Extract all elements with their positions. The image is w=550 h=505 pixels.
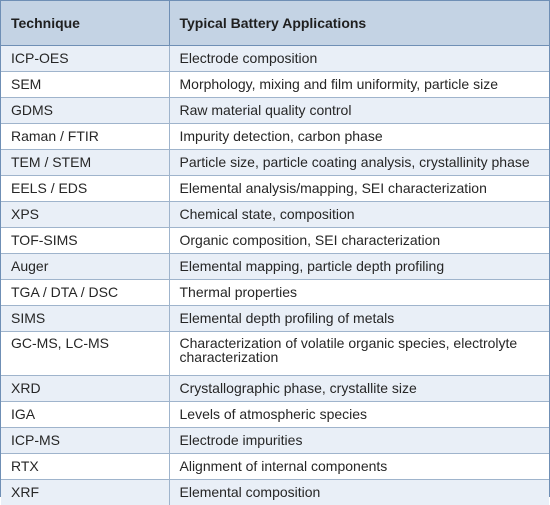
application-cell: Elemental mapping, particle depth profil… bbox=[169, 254, 549, 280]
table-row: SEM Morphology, mixing and film uniformi… bbox=[1, 72, 549, 98]
technique-cell: XRF bbox=[1, 480, 169, 505]
technique-cell: TGA / DTA / DSC bbox=[1, 280, 169, 306]
application-cell: Elemental analysis/mapping, SEI characte… bbox=[169, 176, 549, 202]
application-cell: Electrode impurities bbox=[169, 428, 549, 454]
table-row: XPS Chemical state, composition bbox=[1, 202, 549, 228]
technique-cell: EELS / EDS bbox=[1, 176, 169, 202]
technique-cell: SEM bbox=[1, 72, 169, 98]
technique-cell: GDMS bbox=[1, 98, 169, 124]
application-cell: Levels of atmospheric species bbox=[169, 402, 549, 428]
technique-cell: ICP-OES bbox=[1, 46, 169, 72]
table-row: XRD Crystallographic phase, crystallite … bbox=[1, 376, 549, 402]
technique-cell: ICP-MS bbox=[1, 428, 169, 454]
application-cell: Impurity detection, carbon phase bbox=[169, 124, 549, 150]
application-cell: Characterization of volatile organic spe… bbox=[169, 332, 549, 376]
table-row: TOF-SIMS Organic composition, SEI charac… bbox=[1, 228, 549, 254]
table-row: IGA Levels of atmospheric species bbox=[1, 402, 549, 428]
application-cell: Elemental depth profiling of metals bbox=[169, 306, 549, 332]
technique-cell: IGA bbox=[1, 402, 169, 428]
technique-cell: GC-MS, LC-MS bbox=[1, 332, 169, 376]
table-row: ICP-OES Electrode composition bbox=[1, 46, 549, 72]
technique-cell: Auger bbox=[1, 254, 169, 280]
application-cell: Crystallographic phase, crystallite size bbox=[169, 376, 549, 402]
application-cell: Organic composition, SEI characterizatio… bbox=[169, 228, 549, 254]
technique-cell: Raman / FTIR bbox=[1, 124, 169, 150]
table-header-row: Technique Typical Battery Applications bbox=[1, 1, 549, 46]
application-cell: Elemental composition bbox=[169, 480, 549, 505]
application-cell: Particle size, particle coating analysis… bbox=[169, 150, 549, 176]
application-cell: Electrode composition bbox=[169, 46, 549, 72]
table-row: EELS / EDS Elemental analysis/mapping, S… bbox=[1, 176, 549, 202]
header-applications: Typical Battery Applications bbox=[169, 1, 549, 46]
table-row: Auger Elemental mapping, particle depth … bbox=[1, 254, 549, 280]
table-row: ICP-MS Electrode impurities bbox=[1, 428, 549, 454]
technique-cell: SIMS bbox=[1, 306, 169, 332]
table-row: TEM / STEM Particle size, particle coati… bbox=[1, 150, 549, 176]
table-row: Raman / FTIR Impurity detection, carbon … bbox=[1, 124, 549, 150]
table-row: GC-MS, LC-MS Characterization of volatil… bbox=[1, 332, 549, 376]
technique-cell: XPS bbox=[1, 202, 169, 228]
application-cell: Chemical state, composition bbox=[169, 202, 549, 228]
technique-cell: RTX bbox=[1, 454, 169, 480]
technique-cell: XRD bbox=[1, 376, 169, 402]
table-row: GDMS Raw material quality control bbox=[1, 98, 549, 124]
application-cell: Morphology, mixing and film uniformity, … bbox=[169, 72, 549, 98]
table-row: XRF Elemental composition bbox=[1, 480, 549, 505]
technique-cell: TEM / STEM bbox=[1, 150, 169, 176]
table-row: TGA / DTA / DSC Thermal properties bbox=[1, 280, 549, 306]
table-row: RTX Alignment of internal components bbox=[1, 454, 549, 480]
application-cell: Raw material quality control bbox=[169, 98, 549, 124]
application-cell: Alignment of internal components bbox=[169, 454, 549, 480]
application-cell: Thermal properties bbox=[169, 280, 549, 306]
header-technique: Technique bbox=[1, 1, 169, 46]
technique-cell: TOF-SIMS bbox=[1, 228, 169, 254]
table-row: SIMS Elemental depth profiling of metals bbox=[1, 306, 549, 332]
